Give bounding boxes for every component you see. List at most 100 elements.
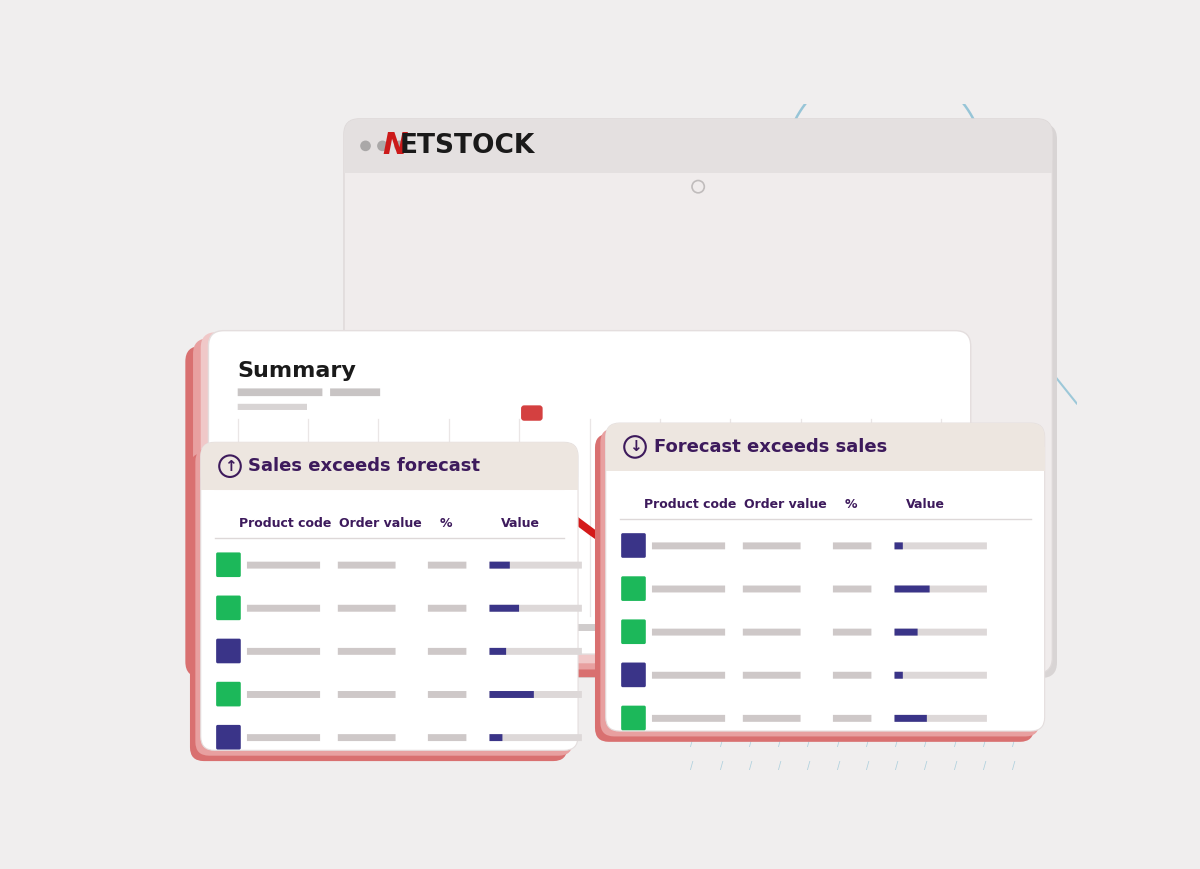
Text: Value: Value bbox=[502, 517, 540, 530]
Text: /: / bbox=[924, 668, 928, 679]
Text: /: / bbox=[836, 760, 840, 771]
Text: /: / bbox=[720, 668, 722, 679]
Text: /: / bbox=[895, 760, 899, 771]
FancyBboxPatch shape bbox=[606, 423, 1045, 731]
FancyBboxPatch shape bbox=[743, 715, 800, 722]
Text: Summary: Summary bbox=[238, 361, 356, 381]
Text: /: / bbox=[836, 714, 840, 725]
FancyBboxPatch shape bbox=[622, 706, 646, 730]
Text: /: / bbox=[720, 645, 722, 655]
FancyBboxPatch shape bbox=[344, 119, 1052, 173]
FancyBboxPatch shape bbox=[292, 624, 325, 631]
Circle shape bbox=[395, 142, 404, 150]
Text: %: % bbox=[845, 498, 857, 511]
FancyBboxPatch shape bbox=[216, 682, 241, 706]
FancyBboxPatch shape bbox=[606, 423, 1045, 471]
Text: /: / bbox=[720, 692, 722, 701]
FancyBboxPatch shape bbox=[432, 624, 466, 631]
Text: ETSTOCK: ETSTOCK bbox=[400, 133, 535, 159]
Text: /: / bbox=[720, 738, 722, 747]
FancyBboxPatch shape bbox=[894, 672, 902, 679]
FancyBboxPatch shape bbox=[247, 734, 320, 741]
Text: /: / bbox=[690, 738, 694, 747]
Text: /: / bbox=[924, 645, 928, 655]
FancyBboxPatch shape bbox=[833, 586, 871, 593]
FancyBboxPatch shape bbox=[833, 628, 871, 635]
Text: /: / bbox=[895, 668, 899, 679]
Text: /: / bbox=[983, 714, 986, 725]
Text: /: / bbox=[1013, 714, 1015, 725]
FancyBboxPatch shape bbox=[622, 534, 646, 558]
Bar bbox=[606, 447, 1045, 471]
Text: Forecast exceeds sales: Forecast exceeds sales bbox=[654, 438, 887, 456]
FancyBboxPatch shape bbox=[490, 648, 582, 655]
Text: /: / bbox=[808, 668, 811, 679]
Text: /: / bbox=[954, 692, 956, 701]
FancyBboxPatch shape bbox=[894, 628, 986, 635]
Text: /: / bbox=[924, 692, 928, 701]
FancyBboxPatch shape bbox=[894, 586, 986, 593]
Text: /: / bbox=[690, 668, 694, 679]
Text: /: / bbox=[808, 645, 811, 655]
FancyBboxPatch shape bbox=[200, 442, 578, 750]
Text: /: / bbox=[954, 738, 956, 747]
Text: /: / bbox=[836, 645, 840, 655]
FancyBboxPatch shape bbox=[894, 542, 902, 549]
FancyBboxPatch shape bbox=[652, 672, 725, 679]
FancyBboxPatch shape bbox=[833, 715, 871, 722]
FancyBboxPatch shape bbox=[200, 442, 578, 490]
Text: /: / bbox=[895, 645, 899, 655]
FancyBboxPatch shape bbox=[490, 691, 534, 698]
Text: /: / bbox=[866, 760, 869, 771]
FancyBboxPatch shape bbox=[490, 691, 582, 698]
FancyBboxPatch shape bbox=[490, 734, 503, 741]
FancyBboxPatch shape bbox=[743, 628, 800, 635]
Text: /: / bbox=[749, 738, 752, 747]
FancyBboxPatch shape bbox=[622, 576, 646, 601]
Text: /: / bbox=[808, 738, 811, 747]
FancyBboxPatch shape bbox=[833, 542, 871, 549]
FancyBboxPatch shape bbox=[652, 628, 725, 635]
FancyBboxPatch shape bbox=[428, 605, 467, 612]
FancyBboxPatch shape bbox=[652, 715, 725, 722]
Bar bbox=[200, 466, 578, 490]
FancyBboxPatch shape bbox=[622, 620, 646, 644]
Text: /: / bbox=[749, 714, 752, 725]
FancyBboxPatch shape bbox=[344, 119, 1052, 673]
FancyBboxPatch shape bbox=[428, 648, 467, 655]
Text: N: N bbox=[383, 131, 408, 161]
Text: /: / bbox=[690, 714, 694, 725]
FancyBboxPatch shape bbox=[348, 123, 1057, 678]
FancyBboxPatch shape bbox=[221, 624, 254, 631]
FancyBboxPatch shape bbox=[338, 648, 396, 655]
Text: /: / bbox=[836, 668, 840, 679]
Text: /: / bbox=[924, 760, 928, 771]
Text: /: / bbox=[749, 668, 752, 679]
Text: /: / bbox=[749, 692, 752, 701]
FancyBboxPatch shape bbox=[247, 648, 320, 655]
Text: Sales exceeds forecast: Sales exceeds forecast bbox=[248, 457, 480, 475]
FancyBboxPatch shape bbox=[428, 734, 467, 741]
Text: /: / bbox=[808, 760, 811, 771]
FancyBboxPatch shape bbox=[894, 672, 986, 679]
Text: /: / bbox=[690, 760, 694, 771]
FancyBboxPatch shape bbox=[216, 639, 241, 663]
Text: /: / bbox=[720, 760, 722, 771]
FancyBboxPatch shape bbox=[216, 595, 241, 620]
Text: /: / bbox=[866, 692, 869, 701]
Text: ↓: ↓ bbox=[629, 440, 641, 454]
FancyBboxPatch shape bbox=[503, 624, 536, 631]
FancyBboxPatch shape bbox=[652, 586, 725, 593]
Text: /: / bbox=[836, 738, 840, 747]
FancyBboxPatch shape bbox=[833, 672, 871, 679]
Text: %: % bbox=[439, 517, 452, 530]
FancyBboxPatch shape bbox=[521, 405, 542, 421]
Text: /: / bbox=[1013, 692, 1015, 701]
Text: /: / bbox=[866, 668, 869, 679]
FancyBboxPatch shape bbox=[238, 388, 323, 396]
FancyBboxPatch shape bbox=[247, 691, 320, 698]
Text: /: / bbox=[895, 692, 899, 701]
FancyBboxPatch shape bbox=[490, 561, 510, 568]
FancyBboxPatch shape bbox=[209, 331, 971, 654]
FancyBboxPatch shape bbox=[622, 662, 646, 687]
